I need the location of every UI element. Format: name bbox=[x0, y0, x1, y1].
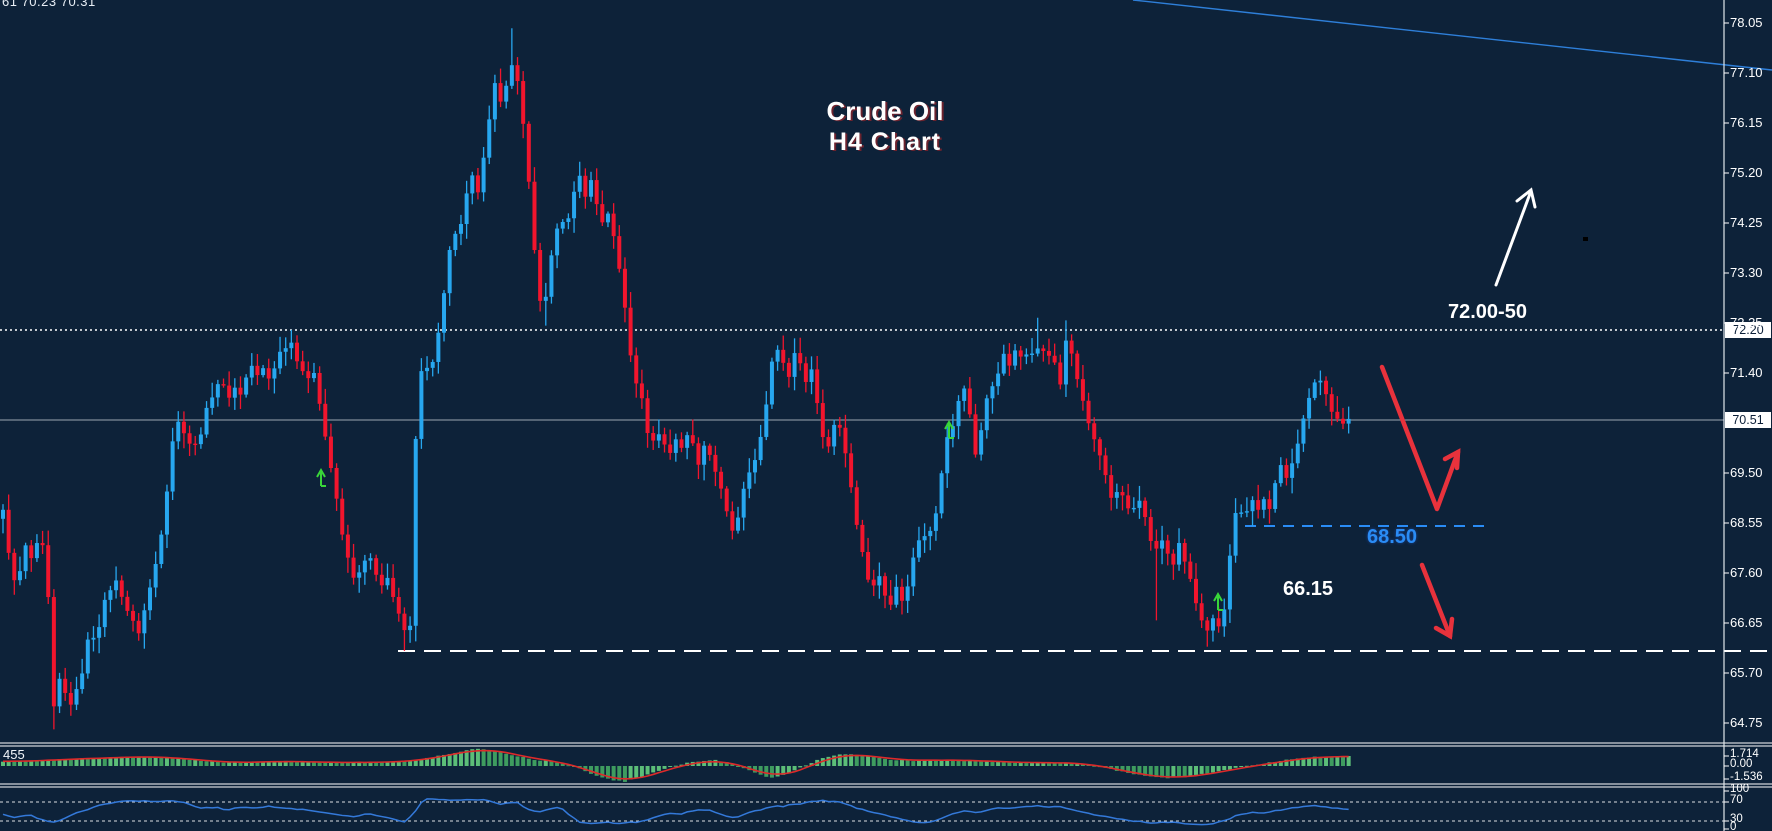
price-axis-label: 77.10 bbox=[1730, 65, 1763, 80]
indicator2-axis-label: 30 bbox=[1730, 813, 1743, 825]
price-axis-label: 74.25 bbox=[1730, 215, 1763, 230]
resistance-price-box: 72.20 bbox=[1725, 322, 1771, 338]
price-axis-label: 69.50 bbox=[1730, 465, 1763, 480]
price-axis-label: 72.35 bbox=[1730, 315, 1763, 330]
indicator2-axis-label: 100 bbox=[1730, 783, 1750, 795]
indicator1-axis-label: 0.00 bbox=[1730, 758, 1753, 770]
price-axis-label: 75.20 bbox=[1730, 165, 1763, 180]
chart-title-timeframe: H4 Chart bbox=[828, 128, 942, 156]
minor-support-label: 68.50 bbox=[1367, 526, 1418, 548]
indicator-value-label: 455 bbox=[3, 747, 25, 762]
resistance-zone-label: 72.00-50 bbox=[1448, 301, 1527, 323]
current-price-box: 70.51 bbox=[1725, 412, 1771, 428]
ohlc-readout: 61 70.23 70.31 bbox=[2, 0, 96, 9]
indicator2-axis-label: 70 bbox=[1730, 794, 1743, 806]
price-axis-label: 65.70 bbox=[1730, 665, 1763, 680]
chart-title-symbol: Crude Oil bbox=[826, 96, 944, 126]
price-axis-label: 78.05 bbox=[1730, 15, 1763, 30]
chart-title: Crude Oil H4 Chart bbox=[790, 96, 980, 158]
price-axis-label: 68.55 bbox=[1730, 515, 1763, 530]
indicator1-axis-label: 1.714 bbox=[1730, 748, 1759, 760]
indicator2-axis-label: 0 bbox=[1730, 821, 1737, 831]
price-axis-label: 64.75 bbox=[1730, 715, 1763, 730]
indicator1-axis-label: -1.536 bbox=[1730, 771, 1763, 783]
price-axis-label: 73.30 bbox=[1730, 265, 1763, 280]
support-level-label: 66.15 bbox=[1283, 578, 1334, 600]
price-axis-label: 66.65 bbox=[1730, 615, 1763, 630]
price-axis-label: 76.15 bbox=[1730, 115, 1763, 130]
price-axis-label: 67.60 bbox=[1730, 565, 1763, 580]
price-axis-label: 71.40 bbox=[1730, 365, 1763, 380]
